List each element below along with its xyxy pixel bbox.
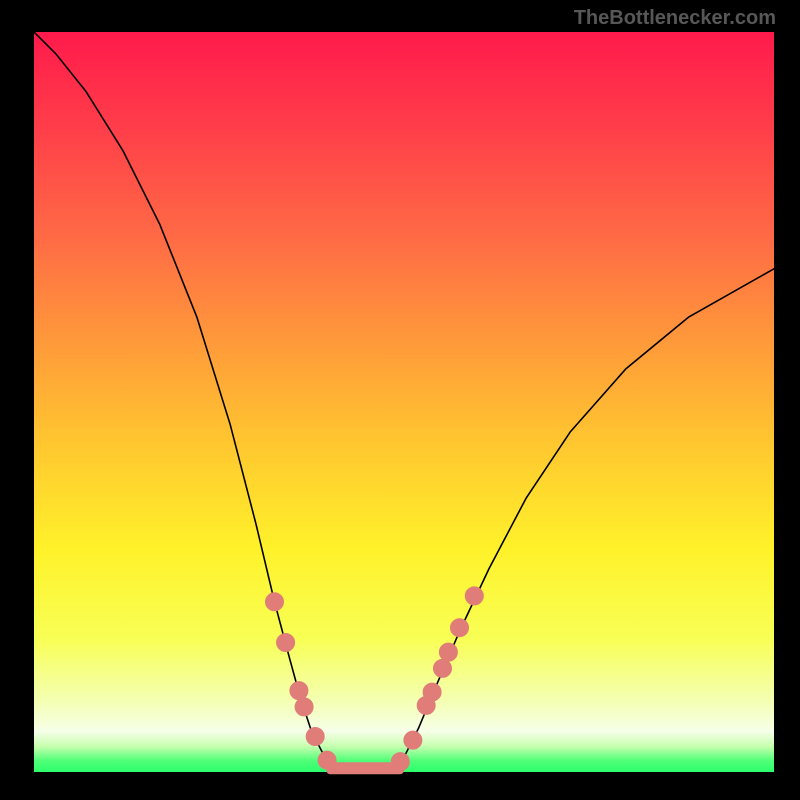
watermark-text: TheBottlenecker.com — [574, 7, 776, 30]
plot-background-gradient — [34, 32, 774, 772]
chart-root: TheBottlenecker.com — [0, 0, 800, 800]
